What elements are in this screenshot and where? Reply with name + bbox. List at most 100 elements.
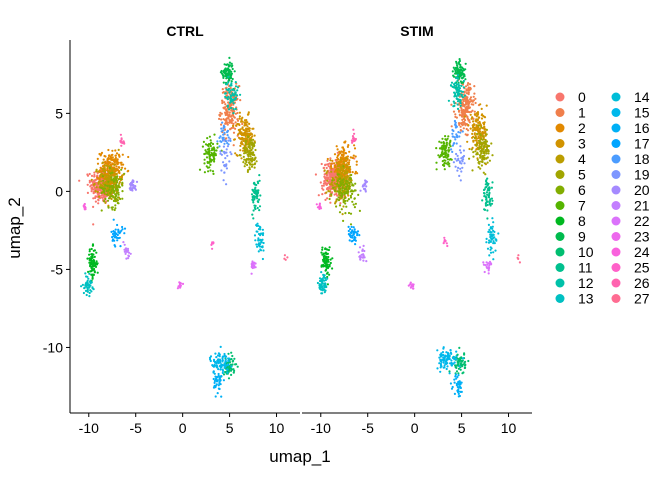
data-point bbox=[347, 211, 351, 215]
data-point bbox=[490, 237, 493, 240]
data-point bbox=[463, 361, 466, 364]
data-point bbox=[322, 276, 325, 279]
data-point bbox=[246, 121, 249, 124]
data-point bbox=[477, 160, 481, 163]
data-point bbox=[121, 190, 124, 193]
data-point bbox=[118, 175, 122, 179]
legend-entry-24: 24 bbox=[611, 244, 650, 260]
data-point bbox=[344, 170, 347, 173]
data-point bbox=[455, 355, 458, 358]
data-point bbox=[325, 191, 328, 194]
data-point bbox=[229, 94, 232, 97]
legend-entry-1: 1 bbox=[555, 105, 586, 121]
data-point bbox=[114, 179, 117, 182]
data-point bbox=[339, 152, 342, 155]
data-point bbox=[344, 172, 347, 175]
data-point bbox=[471, 132, 474, 135]
data-point bbox=[488, 264, 491, 267]
data-point bbox=[216, 140, 219, 143]
data-point bbox=[211, 152, 214, 155]
data-point bbox=[256, 194, 259, 197]
data-point bbox=[211, 170, 215, 173]
data-point bbox=[217, 384, 220, 387]
data-point bbox=[127, 155, 130, 159]
data-point bbox=[117, 193, 120, 196]
legend-entry-20: 20 bbox=[611, 182, 650, 198]
data-point bbox=[465, 110, 468, 113]
data-point bbox=[226, 368, 229, 371]
data-point bbox=[113, 183, 116, 186]
data-point bbox=[452, 100, 455, 103]
data-point bbox=[318, 286, 321, 289]
data-point bbox=[474, 101, 477, 105]
data-point bbox=[325, 257, 328, 260]
data-point bbox=[467, 101, 470, 104]
data-point bbox=[129, 188, 132, 191]
data-point bbox=[338, 187, 341, 190]
data-point bbox=[480, 107, 483, 110]
data-point bbox=[453, 361, 456, 364]
y-tick-label: 5 bbox=[55, 105, 63, 121]
data-point bbox=[439, 364, 443, 367]
data-point bbox=[461, 76, 465, 79]
data-point bbox=[456, 357, 460, 360]
data-point bbox=[326, 157, 329, 161]
data-point bbox=[203, 162, 206, 165]
data-point bbox=[497, 232, 500, 235]
data-point bbox=[212, 157, 215, 161]
data-point bbox=[459, 63, 462, 66]
data-point bbox=[253, 204, 256, 207]
data-point bbox=[451, 132, 454, 135]
data-point bbox=[348, 187, 351, 190]
data-point bbox=[102, 188, 105, 191]
data-point bbox=[111, 156, 114, 159]
data-point bbox=[334, 187, 337, 190]
data-point bbox=[492, 240, 495, 243]
cluster-1-points bbox=[450, 79, 481, 137]
data-point bbox=[343, 158, 346, 161]
data-point bbox=[126, 247, 130, 250]
data-point bbox=[463, 90, 466, 93]
data-point bbox=[94, 265, 98, 268]
data-point bbox=[476, 151, 479, 154]
data-point bbox=[224, 370, 227, 374]
data-point bbox=[462, 86, 465, 89]
data-point bbox=[248, 130, 251, 133]
data-point bbox=[453, 102, 456, 105]
data-point bbox=[329, 165, 333, 168]
data-point bbox=[88, 172, 91, 176]
data-point bbox=[112, 191, 115, 194]
data-point bbox=[345, 205, 348, 208]
data-point bbox=[473, 92, 476, 95]
data-point bbox=[92, 264, 95, 267]
legend-swatch bbox=[611, 139, 621, 148]
data-point bbox=[95, 186, 98, 189]
data-point bbox=[225, 77, 228, 80]
legend-swatch bbox=[555, 170, 565, 179]
data-point bbox=[454, 138, 457, 141]
data-point bbox=[457, 372, 460, 375]
data-point bbox=[460, 157, 463, 160]
legend-entry-27: 27 bbox=[611, 291, 650, 307]
data-point bbox=[320, 283, 323, 286]
data-point bbox=[482, 121, 485, 125]
data-point bbox=[471, 136, 474, 139]
data-point bbox=[231, 114, 234, 117]
data-point bbox=[476, 119, 479, 122]
data-point bbox=[353, 132, 356, 135]
data-point bbox=[488, 228, 491, 231]
data-point bbox=[487, 196, 491, 199]
legend-entry-21: 21 bbox=[611, 198, 650, 214]
data-point bbox=[85, 275, 88, 278]
data-point bbox=[223, 354, 226, 357]
cluster-25-points bbox=[442, 236, 449, 248]
data-point bbox=[363, 184, 366, 187]
data-point bbox=[93, 175, 96, 178]
data-point bbox=[239, 128, 242, 131]
data-point bbox=[101, 196, 104, 199]
data-point bbox=[253, 195, 256, 198]
data-point bbox=[255, 183, 258, 187]
data-point bbox=[328, 273, 331, 276]
data-point bbox=[116, 199, 119, 202]
data-point bbox=[221, 359, 224, 362]
